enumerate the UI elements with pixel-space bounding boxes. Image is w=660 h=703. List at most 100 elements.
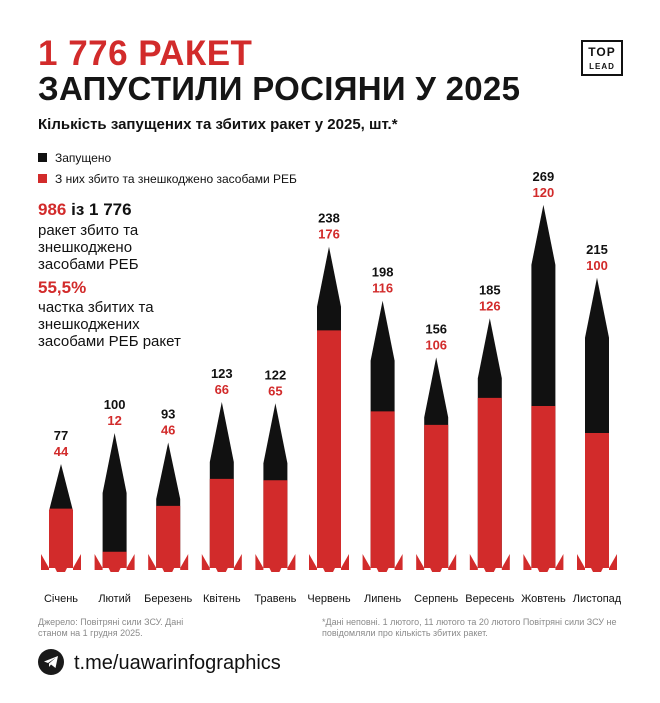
bar-launched-2 (102, 433, 127, 568)
label-downed-5: 65 (268, 383, 282, 398)
rocket-fin-left-10 (523, 554, 532, 570)
bar-downed-7 (370, 411, 395, 568)
stat-share-value: 55,5% (38, 278, 87, 297)
rocket-fin-right-11 (609, 554, 617, 570)
rocket-nozzle-10 (537, 568, 550, 572)
legend-launched: Запущено (38, 151, 111, 165)
telegram-handle[interactable]: t.me/uawarinfographics (74, 652, 281, 674)
bar-downed-5 (263, 480, 288, 568)
label-downed-4: 66 (215, 382, 229, 397)
label-downed-3: 46 (161, 422, 175, 437)
label-launched-7: 198 (372, 265, 394, 280)
legend-launched-swatch (38, 153, 47, 162)
footnote: *Дані неповні. 1 лютого, 11 лютого та 20… (322, 617, 617, 638)
category-label-4: Квітень (203, 593, 241, 605)
stat-share-text: частка збитих та знешкоджених засобами Р… (38, 299, 181, 350)
rocket-fin-right-1 (73, 554, 81, 570)
bar-downed-11 (585, 433, 609, 568)
label-launched-10: 269 (533, 169, 555, 184)
label-downed-8: 106 (425, 337, 447, 352)
rocket-nozzle-8 (430, 568, 443, 572)
rocket-nozzle-2 (108, 568, 121, 572)
rocket-fin-left-9 (469, 554, 478, 570)
rocket-fin-right-10 (555, 554, 564, 570)
bar-downed-3 (156, 505, 181, 568)
logo-top-text: TOP (588, 45, 616, 59)
rocket-nozzle-6 (323, 568, 335, 572)
telegram-link[interactable]: t.me/uawarinfographics (38, 649, 281, 675)
stat-downed-value: 986 (38, 200, 67, 219)
bar-downed-2 (102, 551, 127, 568)
chart-subtitle: Кількість запущених та збитих ракет у 20… (38, 116, 398, 133)
rocket-fin-right-9 (501, 554, 510, 570)
rocket-fin-right-8 (448, 554, 457, 570)
bar-downed-8 (424, 424, 449, 568)
legend-launched-label: Запущено (55, 151, 112, 165)
rocket-fin-left-1 (41, 554, 49, 570)
label-launched-6: 238 (318, 211, 340, 226)
rocket-fin-left-11 (577, 554, 585, 570)
category-label-8: Серпень (414, 593, 458, 605)
title-line-1: 1 776 РАКЕТ (38, 34, 253, 73)
rocket-fin-left-3 (148, 554, 157, 570)
stat-share: 55,5% (38, 278, 86, 298)
bar-downed-10 (531, 406, 556, 568)
label-downed-2: 12 (107, 413, 121, 428)
bar-downed-6 (317, 330, 341, 568)
bar-downed-4 (209, 478, 234, 568)
rocket-fin-left-8 (416, 554, 425, 570)
category-label-2: Лютий (98, 593, 131, 605)
rocket-nozzle-7 (376, 568, 389, 572)
rocket-nozzle-9 (483, 568, 496, 572)
label-launched-8: 156 (425, 321, 447, 336)
label-downed-10: 120 (533, 185, 555, 200)
category-label-11: Листопад (573, 593, 622, 605)
rocket-nozzle-11 (591, 568, 603, 572)
category-label-1: Січень (44, 593, 78, 605)
stat-total-value: 1 776 (89, 200, 132, 219)
label-launched-3: 93 (161, 406, 175, 421)
rocket-nozzle-1 (55, 568, 67, 572)
rocket-fin-left-2 (94, 554, 103, 570)
category-label-7: Липень (364, 593, 402, 605)
rocket-fin-right-4 (233, 554, 242, 570)
label-downed-7: 116 (372, 281, 393, 296)
top-lead-logo: TOP LEAD (581, 40, 623, 76)
label-launched-1: 77 (54, 428, 68, 443)
label-launched-2: 100 (104, 397, 126, 412)
label-launched-9: 185 (479, 282, 501, 297)
rocket-nozzle-4 (215, 568, 228, 572)
label-launched-5: 122 (265, 367, 287, 382)
stat-downed-total: 986 із 1 776 (38, 200, 132, 220)
stat-downed-text: ракет збито та знешкоджено засобами РЕБ (38, 222, 139, 273)
rocket-nozzle-5 (269, 568, 282, 572)
stat-of-word: із (71, 200, 85, 219)
bar-downed-9 (477, 397, 502, 568)
title-line-2: ЗАПУСТИЛИ РОСІЯНИ У 2025 (38, 70, 521, 107)
category-label-9: Вересень (465, 593, 514, 605)
source-note: Джерело: Повітряні сили ЗСУ. Дані станом… (38, 617, 184, 638)
category-label-10: Жовтень (521, 593, 566, 605)
logo-bottom-text: LEAD (589, 62, 615, 71)
rocket-fin-left-4 (201, 554, 210, 570)
legend-downed: З них збито та знешкоджено засобами РЕБ (38, 172, 297, 186)
rocket-fin-right-3 (180, 554, 189, 570)
rocket-fin-right-5 (287, 554, 296, 570)
rocket-fin-left-6 (309, 554, 317, 570)
category-label-3: Березень (144, 593, 192, 605)
rocket-fin-right-7 (394, 554, 403, 570)
bar-downed-1 (49, 508, 73, 568)
category-label-5: Травень (254, 593, 296, 605)
telegram-icon (38, 649, 64, 675)
label-downed-6: 176 (318, 227, 340, 242)
label-downed-1: 44 (54, 444, 69, 459)
legend-downed-label: З них збито та знешкоджено засобами РЕБ (55, 172, 297, 186)
rocket-fin-left-5 (255, 554, 264, 570)
rocket-fin-right-6 (341, 554, 349, 570)
label-launched-11: 215 (586, 242, 608, 257)
label-downed-9: 126 (479, 298, 501, 313)
label-downed-11: 100 (586, 258, 608, 273)
rocket-bar-chart: 7744Січень10012Лютий9346Березень12366Кві… (41, 169, 622, 605)
label-launched-4: 123 (211, 366, 233, 381)
rocket-fin-right-2 (126, 554, 135, 570)
